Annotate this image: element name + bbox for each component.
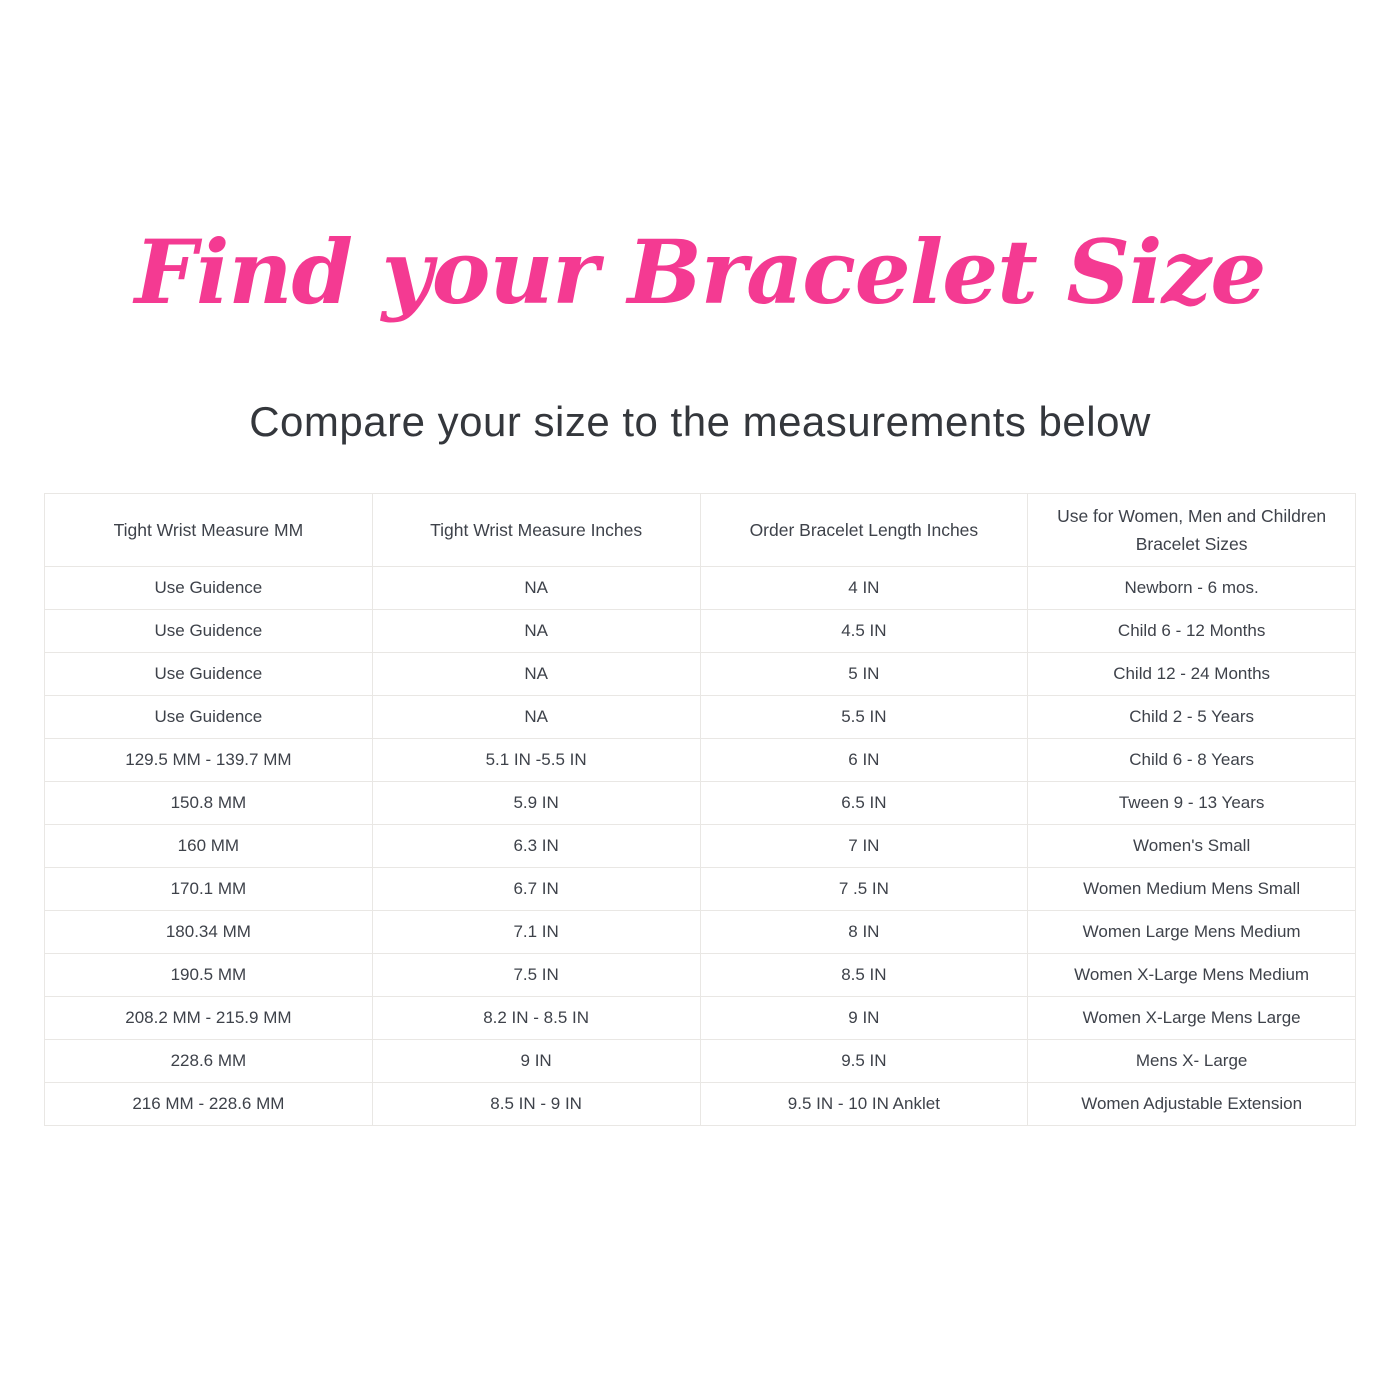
table-header-row: Tight Wrist Measure MM Tight Wrist Measur… (44, 493, 1356, 568)
table-cell: Women's Small (1027, 824, 1356, 869)
table-cell: 4.5 IN (699, 609, 1029, 654)
table-cell: 5.9 IN (371, 781, 701, 826)
size-chart: Tight Wrist Measure MM Tight Wrist Measur… (44, 493, 1356, 1127)
table-cell: Child 6 - 8 Years (1027, 738, 1356, 783)
table-row: 228.6 MM 9 IN 9.5 IN Mens X- Large (44, 1039, 1356, 1084)
table-row: 180.34 MM 7.1 IN 8 IN Women Large Mens Medi… (44, 910, 1356, 955)
column-header: Use for Women, Men and Children Bracelet… (1027, 493, 1356, 568)
table-cell: Tween 9 - 13 Years (1027, 781, 1356, 826)
table-cell: Child 2 - 5 Years (1027, 695, 1356, 740)
table-cell: Use Guidence (44, 652, 373, 697)
table-cell: 160 MM (44, 824, 373, 869)
table-cell: 208.2 MM - 215.9 MM (44, 996, 373, 1041)
table-cell: NA (371, 566, 701, 611)
table-cell: Mens X- Large (1027, 1039, 1356, 1084)
page-title: Find your Bracelet Size (134, 220, 1267, 324)
table-cell: 228.6 MM (44, 1039, 373, 1084)
table-cell: Newborn - 6 mos. (1027, 566, 1356, 611)
table-row: Use Guidence NA 4.5 IN Child 6 - 12 Months (44, 609, 1356, 654)
table-cell: NA (371, 652, 701, 697)
table-cell: 150.8 MM (44, 781, 373, 826)
table-row: Use Guidence NA 5.5 IN Child 2 - 5 Years (44, 695, 1356, 740)
table-cell: Use Guidence (44, 609, 373, 654)
table-row: 170.1 MM 6.7 IN 7 .5 IN Women Medium Mens S… (44, 867, 1356, 912)
table-cell: 9 IN (371, 1039, 701, 1084)
table-cell: 190.5 MM (44, 953, 373, 998)
table-cell: 9.5 IN - 10 IN Anklet (699, 1082, 1029, 1127)
table-cell: 170.1 MM (44, 867, 373, 912)
table-cell: 216 MM - 228.6 MM (44, 1082, 373, 1127)
table-cell: Women Adjustable Extension (1027, 1082, 1356, 1127)
table-row: 150.8 MM 5.9 IN 6.5 IN Tween 9 - 13 Years (44, 781, 1356, 826)
table-row: 216 MM - 228.6 MM 8.5 IN - 9 IN 9.5 IN - 1… (44, 1082, 1356, 1127)
table-cell: Use Guidence (44, 695, 373, 740)
table-cell: 7.1 IN (371, 910, 701, 955)
column-header: Tight Wrist Measure MM (44, 493, 373, 568)
table-cell: 7 .5 IN (699, 867, 1029, 912)
table-cell: Women Medium Mens Small (1027, 867, 1356, 912)
table-cell: 5 IN (699, 652, 1029, 697)
table-cell: 4 IN (699, 566, 1029, 611)
table-row: 160 MM 6.3 IN 7 IN Women's Small (44, 824, 1356, 869)
table-cell: Child 6 - 12 Months (1027, 609, 1356, 654)
table-header: Tight Wrist Measure MM Tight Wrist Measur… (44, 493, 1356, 568)
table-cell: NA (371, 609, 701, 654)
size-chart-table: Tight Wrist Measure MM Tight Wrist Measur… (44, 493, 1356, 1127)
table-row: Use Guidence NA 4 IN Newborn - 6 mos. (44, 566, 1356, 611)
table-cell: 6.7 IN (371, 867, 701, 912)
table-body: Use Guidence NA 4 IN Newborn - 6 mos. Use Gu… (44, 566, 1356, 1127)
table-cell: 7 IN (699, 824, 1029, 869)
table-row: Use Guidence NA 5 IN Child 12 - 24 Months (44, 652, 1356, 697)
table-cell: 7.5 IN (371, 953, 701, 998)
table-cell: 8.5 IN (699, 953, 1029, 998)
page-subtitle: Compare your size to the measurements be… (249, 398, 1151, 446)
table-cell: 9.5 IN (699, 1039, 1029, 1084)
table-cell: 6.5 IN (699, 781, 1029, 826)
table-cell: 180.34 MM (44, 910, 373, 955)
table-cell: 5.1 IN -5.5 IN (371, 738, 701, 783)
table-cell: Child 12 - 24 Months (1027, 652, 1356, 697)
table-row: 208.2 MM - 215.9 MM 8.2 IN - 8.5 IN 9 IN Wo… (44, 996, 1356, 1041)
table-row: 129.5 MM - 139.7 MM 5.1 IN -5.5 IN 6 IN Chi… (44, 738, 1356, 783)
column-header: Tight Wrist Measure Inches (371, 493, 701, 568)
table-cell: 9 IN (699, 996, 1029, 1041)
table-cell: NA (371, 695, 701, 740)
table-cell: Use Guidence (44, 566, 373, 611)
table-cell: Women X-Large Mens Large (1027, 996, 1356, 1041)
column-header: Order Bracelet Length Inches (699, 493, 1029, 568)
table-cell: 8.5 IN - 9 IN (371, 1082, 701, 1127)
table-cell: 5.5 IN (699, 695, 1029, 740)
table-cell: Women X-Large Mens Medium (1027, 953, 1356, 998)
table-cell: 129.5 MM - 139.7 MM (44, 738, 373, 783)
table-cell: 8.2 IN - 8.5 IN (371, 996, 701, 1041)
table-cell: 6.3 IN (371, 824, 701, 869)
table-cell: 8 IN (699, 910, 1029, 955)
table-cell: Women Large Mens Medium (1027, 910, 1356, 955)
table-cell: 6 IN (699, 738, 1029, 783)
table-row: 190.5 MM 7.5 IN 8.5 IN Women X-Large Mens M… (44, 953, 1356, 998)
